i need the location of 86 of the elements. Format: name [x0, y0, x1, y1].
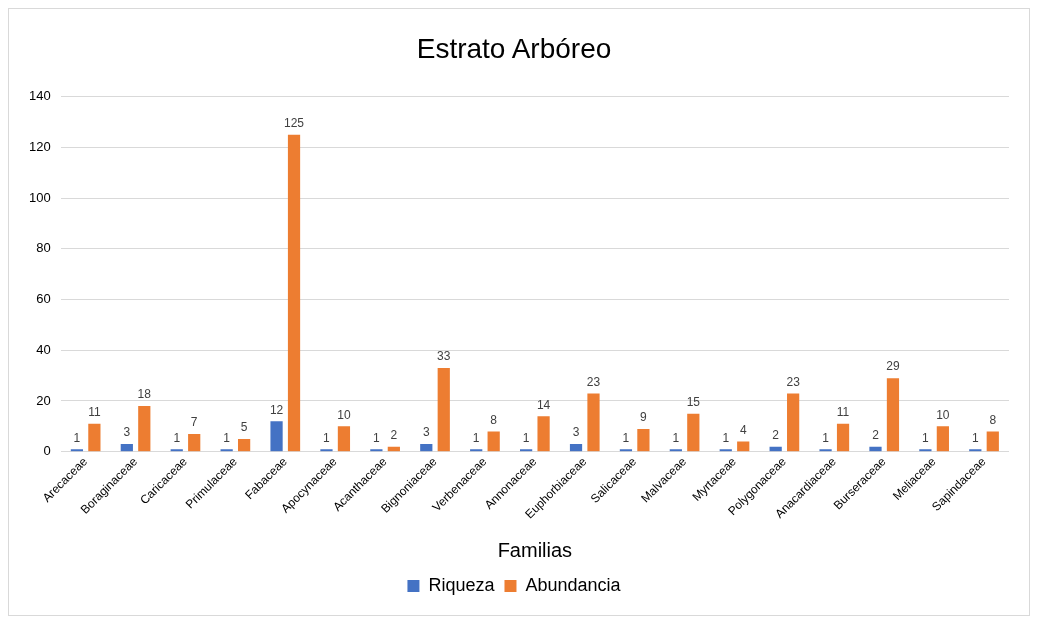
data-label: 5	[240, 420, 248, 435]
data-label: 1	[373, 430, 381, 445]
data-label: 11	[836, 405, 850, 420]
data-label: 1	[472, 430, 480, 445]
bar	[170, 449, 183, 452]
data-label: 12	[269, 402, 284, 417]
bar	[569, 444, 583, 452]
y-tick-label: 20	[36, 392, 51, 408]
data-label: 29	[886, 359, 900, 374]
data-label: 1	[522, 430, 530, 445]
data-label: 18	[137, 387, 152, 402]
data-label: 1	[922, 430, 930, 445]
bar	[287, 134, 301, 452]
legend-label: Abundancia	[525, 574, 622, 595]
data-label: 1	[622, 430, 630, 445]
data-label: 15	[686, 395, 701, 409]
data-label: 14	[536, 397, 551, 412]
bar	[819, 449, 832, 452]
data-label: 2	[390, 427, 398, 442]
bar	[719, 449, 732, 452]
data-label: 1	[73, 430, 81, 445]
y-tick-label: 0	[43, 443, 51, 459]
data-label: 8	[989, 412, 997, 427]
bar	[238, 439, 251, 452]
bar	[437, 368, 450, 452]
bar	[787, 393, 800, 452]
y-tick-label: 60	[36, 291, 51, 307]
bar	[320, 449, 333, 452]
bar	[969, 449, 982, 452]
bar	[370, 449, 383, 452]
bar	[537, 416, 550, 452]
bar	[520, 449, 533, 452]
bar	[737, 441, 750, 452]
data-label: 1	[971, 430, 979, 445]
data-label: 1	[722, 430, 730, 445]
data-label: 23	[586, 374, 601, 389]
data-label: 1	[822, 430, 830, 445]
data-label: 3	[572, 425, 580, 440]
x-axis-title: Familias	[497, 538, 573, 561]
bar	[420, 444, 433, 452]
y-tick-label: 120	[28, 138, 51, 154]
bar	[188, 433, 201, 452]
bar	[936, 426, 949, 452]
bar	[687, 413, 700, 452]
bar	[70, 449, 84, 452]
y-tick-label: 80	[36, 240, 51, 256]
legend-label: Riqueza	[428, 574, 496, 595]
data-label: 11	[88, 405, 101, 420]
bar	[669, 449, 682, 452]
data-label: 125	[284, 115, 305, 130]
bar	[836, 423, 850, 452]
data-label: 8	[490, 412, 498, 427]
data-label: 33	[437, 349, 451, 364]
data-label: 1	[323, 430, 331, 445]
data-label: 10	[936, 407, 950, 422]
bar	[120, 444, 133, 452]
bar	[138, 406, 151, 452]
bar	[270, 421, 283, 452]
bar	[637, 428, 650, 452]
bar	[619, 449, 633, 452]
bar	[220, 449, 233, 452]
data-label: 7	[190, 415, 198, 430]
data-label: 1	[223, 430, 231, 445]
data-label: 2	[772, 427, 780, 442]
data-label: 9	[640, 410, 648, 425]
y-tick-label: 40	[36, 341, 51, 357]
data-label: 4	[739, 422, 747, 437]
data-label: 1	[672, 430, 680, 445]
bar	[487, 431, 500, 452]
y-tick-label: 100	[28, 189, 51, 205]
data-label: 23	[786, 374, 801, 389]
data-label: 2	[872, 427, 880, 442]
y-tick-label: 140	[28, 88, 51, 104]
chart-title: Estrato Arbóreo	[416, 32, 612, 64]
bar	[587, 393, 600, 452]
bar	[88, 423, 101, 452]
bar	[986, 431, 999, 452]
data-label: 10	[337, 407, 351, 422]
bar	[919, 449, 932, 452]
bar	[337, 426, 351, 452]
data-label: 1	[173, 430, 181, 445]
data-label: 3	[422, 425, 430, 440]
bar	[886, 378, 900, 452]
bar	[470, 449, 483, 452]
bar	[869, 446, 882, 452]
data-label: 3	[123, 425, 131, 440]
